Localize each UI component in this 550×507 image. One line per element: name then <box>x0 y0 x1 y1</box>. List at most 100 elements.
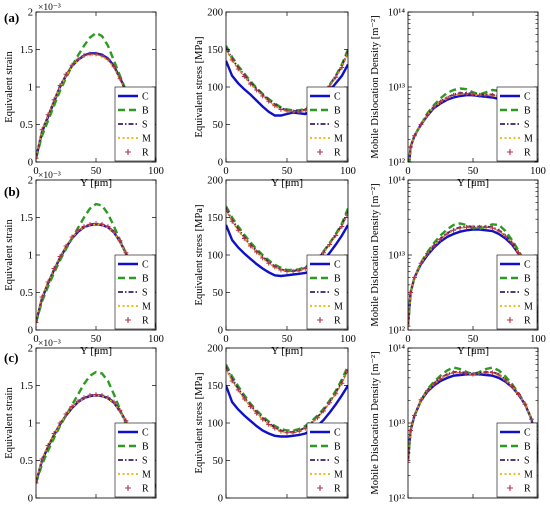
data-point-R <box>241 396 247 402</box>
data-point-R <box>123 418 129 424</box>
data-point-R <box>87 221 93 227</box>
legend-label: S <box>142 120 148 131</box>
data-point-R <box>36 320 39 325</box>
data-point-R <box>272 425 278 431</box>
legend-marker-R <box>317 317 323 323</box>
series-group <box>226 363 348 438</box>
data-point-R <box>490 370 495 376</box>
data-point-R <box>438 99 443 105</box>
data-point-R <box>75 227 81 233</box>
data-point-R <box>57 83 63 88</box>
y-exponent-label: ×10⁻³ <box>38 171 61 181</box>
legend-label: C <box>524 92 531 103</box>
data-point-R <box>483 370 489 376</box>
legend-marker-R <box>317 149 323 155</box>
y-tick-label: 200 <box>207 344 223 355</box>
data-point-R <box>470 92 476 97</box>
data-point-R <box>254 87 259 93</box>
data-point-R <box>490 92 495 98</box>
data-point-R <box>418 397 424 403</box>
data-point-R <box>345 50 348 56</box>
x-tick-label: 0 <box>33 334 38 345</box>
x-tick-label: 50 <box>282 334 293 345</box>
data-point-R <box>284 269 290 274</box>
data-point-R <box>522 401 528 407</box>
y-tick-label: 150 <box>207 45 223 56</box>
y-tick-label: 200 <box>207 176 223 187</box>
data-point-R <box>57 254 63 259</box>
data-point-R <box>412 275 417 280</box>
legend-label: M <box>334 134 343 145</box>
data-point-R <box>87 51 93 57</box>
data-point-R <box>81 395 87 400</box>
data-point-R <box>111 64 117 70</box>
y-tick-label: 2 <box>28 344 33 355</box>
legend-label: B <box>524 274 531 285</box>
x-tick-label: 50 <box>91 334 102 345</box>
data-point-R <box>51 97 57 103</box>
data-point-R <box>117 76 123 82</box>
y-tick-label: 50 <box>213 456 224 467</box>
y-tick-label: 50 <box>213 288 224 299</box>
y-exponent-label: ×10⁻³ <box>38 339 61 349</box>
data-point-R <box>408 428 413 433</box>
x-tick-label: 100 <box>530 166 546 177</box>
data-point-R <box>321 408 326 414</box>
data-point-R <box>345 211 348 217</box>
data-point-R <box>483 224 489 230</box>
data-point-R <box>327 242 333 247</box>
data-point-R <box>290 269 296 274</box>
data-point-R <box>345 368 348 373</box>
y-tick-label: 10¹² <box>388 158 405 169</box>
x-tick-label: 100 <box>340 334 356 345</box>
legend-marker-R <box>507 149 513 155</box>
legend-label: C <box>142 92 149 103</box>
legend-label: B <box>142 442 149 453</box>
legend-marker-R <box>125 485 131 491</box>
data-point-R <box>117 238 123 244</box>
data-point-R <box>477 92 482 98</box>
y-tick-label: 0 <box>218 494 223 503</box>
x-tick-label: 0 <box>223 166 228 177</box>
legend-label: B <box>524 106 531 117</box>
legend-label: S <box>524 288 530 299</box>
y-axis-label: Equivalent strain <box>4 51 15 123</box>
y-axis-label: Equivalent stress [MPa] <box>194 373 205 474</box>
data-point-R <box>105 395 111 400</box>
data-point-R <box>69 62 75 68</box>
data-point-R <box>45 279 51 285</box>
data-point-R <box>284 108 290 114</box>
data-point-R <box>418 122 424 127</box>
legend-label: S <box>334 120 340 131</box>
data-point-R <box>444 95 450 101</box>
data-point-R <box>457 225 463 231</box>
y-axis-label: Equivalent strain <box>4 387 15 459</box>
y-tick-label: 1.5 <box>20 381 33 392</box>
data-point-R <box>260 93 265 99</box>
data-point-R <box>412 133 417 139</box>
data-point-R <box>431 104 437 110</box>
x-tick-label: 50 <box>282 166 293 177</box>
y-tick-label: 10¹³ <box>388 251 405 262</box>
y-tick-label: 10¹² <box>388 326 405 337</box>
y-tick-label: 1.5 <box>20 213 33 224</box>
legend-marker-R <box>125 317 131 323</box>
legend-label: C <box>334 428 341 439</box>
data-point-R <box>464 91 469 97</box>
data-point-R <box>490 225 495 231</box>
data-point-R <box>241 74 247 79</box>
data-point-R <box>87 392 93 398</box>
legend-label: M <box>524 134 533 145</box>
series-line-C <box>226 384 348 438</box>
data-point-R <box>408 290 413 295</box>
legend-label: M <box>142 302 151 313</box>
data-point-R <box>235 227 241 233</box>
data-point-R <box>229 57 235 63</box>
